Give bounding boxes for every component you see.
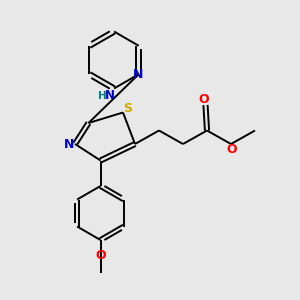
Text: O: O: [95, 249, 106, 262]
Text: O: O: [226, 142, 237, 156]
Text: H: H: [98, 91, 106, 100]
Text: N: N: [133, 68, 143, 81]
Text: N: N: [64, 137, 74, 151]
Text: S: S: [123, 102, 132, 116]
Text: O: O: [199, 93, 209, 106]
Text: N: N: [105, 89, 115, 102]
